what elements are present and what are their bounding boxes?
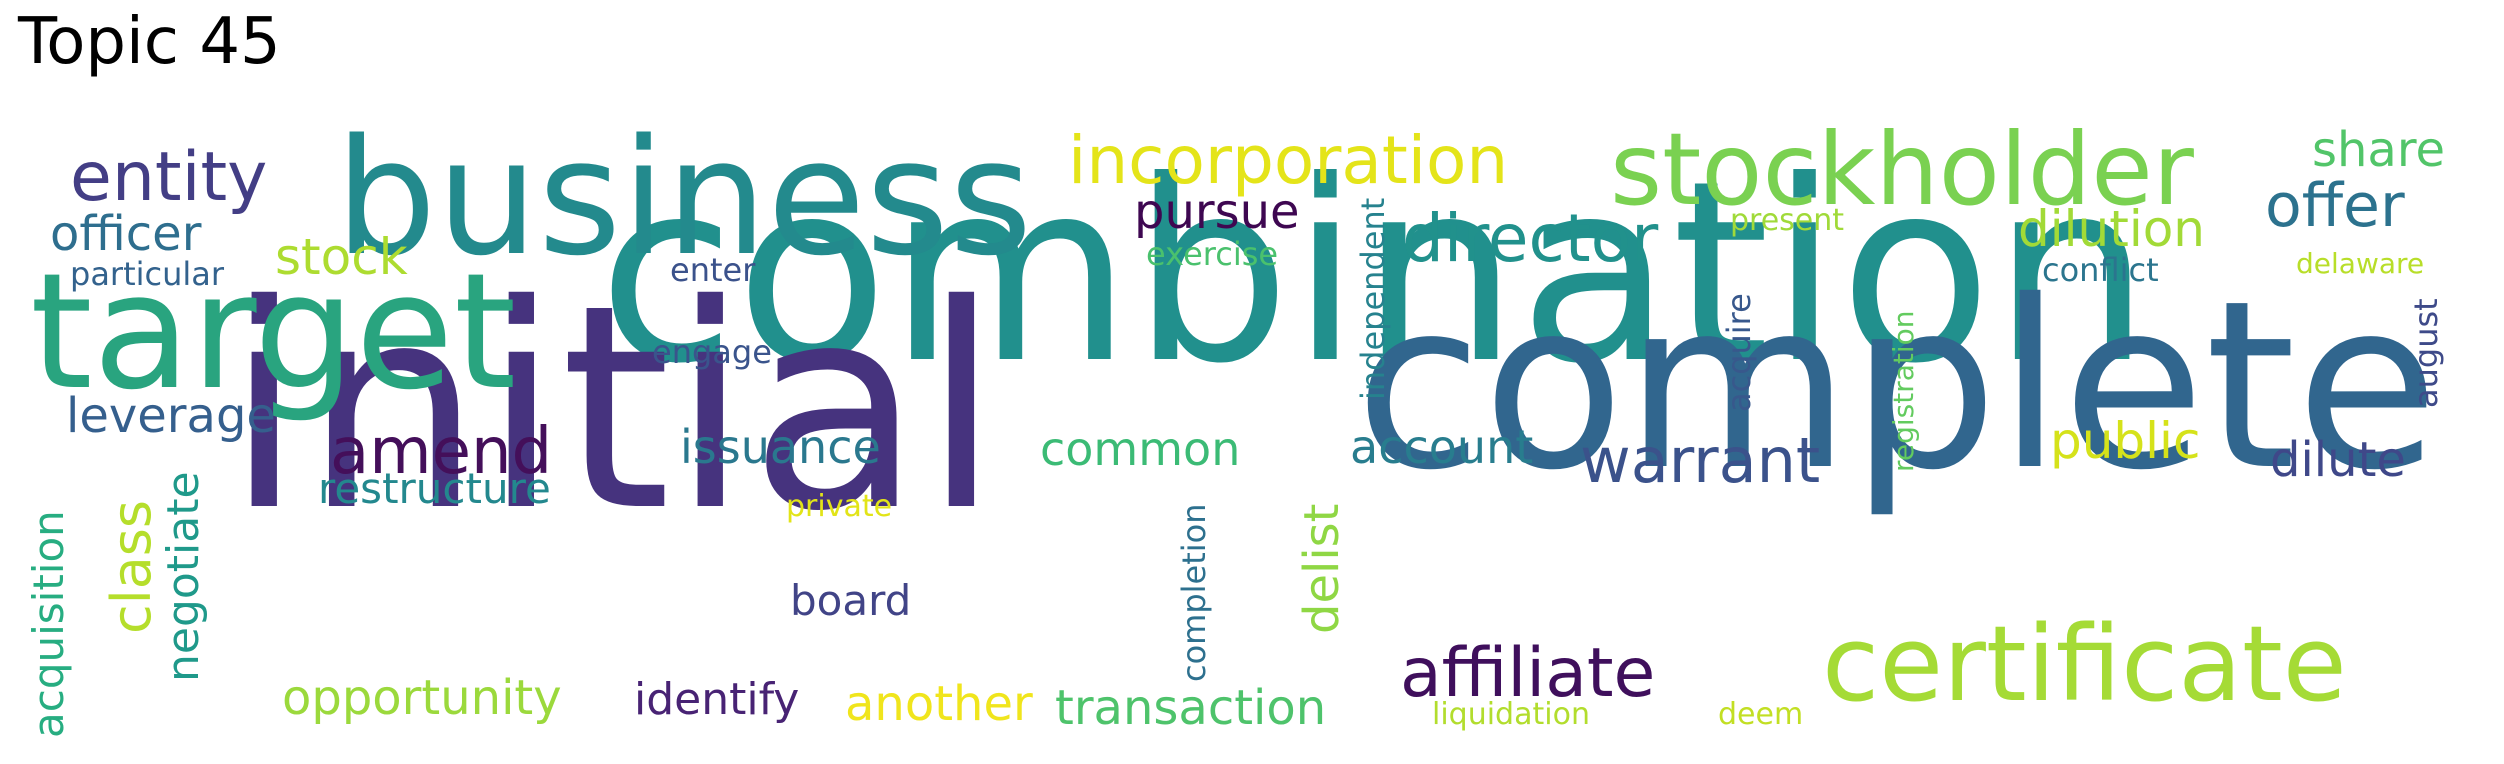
word-enter: enter [670,251,756,289]
word-delaware: delaware [2296,247,2425,280]
word-offer: offer [2265,171,2405,241]
word-particular: particular [70,255,225,293]
word-negotiate: negotiate [158,471,209,682]
word-affiliate: affiliate [1400,634,1656,713]
word-exercise: exercise [1146,235,1279,273]
word-amend: amend [330,415,553,489]
word-pursue: pursue [1134,184,1300,240]
word-deem: deem [1718,697,1804,732]
word-account: account [1350,420,1534,474]
word-dilution: dilution [2018,200,2205,258]
word-conflict: conflict [2042,251,2159,289]
word-restructure: restructure [318,464,551,513]
word-board: board [790,576,912,625]
word-completion: completion [1175,503,1213,682]
word-common: common [1040,422,1241,476]
word-entity: entity [70,138,268,217]
word-target: target [30,238,517,425]
word-leverage: leverage [66,388,276,444]
word-combination: combination [598,127,2151,418]
word-independent: independent [1354,197,1392,400]
word-delist: delist [1294,503,1350,635]
word-august: august [2407,298,2445,408]
word-certificate: certificate [1822,603,2347,725]
word-stock: stock [275,228,408,286]
word-another: another [845,676,1033,732]
word-identify: identify [634,674,800,725]
word-present: present [1730,203,1845,238]
word-issuance: issuance [680,420,881,474]
word-complete: complete [1355,251,2439,521]
word-transaction: transaction [1055,680,1327,736]
word-business: business [335,104,1033,291]
word-officer: officer [50,206,202,262]
word-dilute: dilute [2270,432,2406,488]
page-title: Topic 45 [18,5,281,79]
word-private: private [786,489,893,524]
word-acquire: acquire [1720,293,1758,412]
word-acquisition: acquisition [24,510,73,738]
word-opportunity: opportunity [282,670,562,726]
word-registration: registration [1887,310,1920,472]
word-stockholder: stockholder [1610,111,2194,228]
word-liquidation: liquidation [1432,697,1590,732]
word-warrant: warrant [1580,424,1821,497]
word-class: class [100,499,163,634]
word-engage: engage [652,333,772,371]
word-director: director [1402,200,1659,277]
word-incorporation: incorporation [1068,122,1509,199]
word-share: share [2312,122,2446,178]
word-initial: initial [225,244,1001,573]
word-public: public [2050,412,2201,470]
